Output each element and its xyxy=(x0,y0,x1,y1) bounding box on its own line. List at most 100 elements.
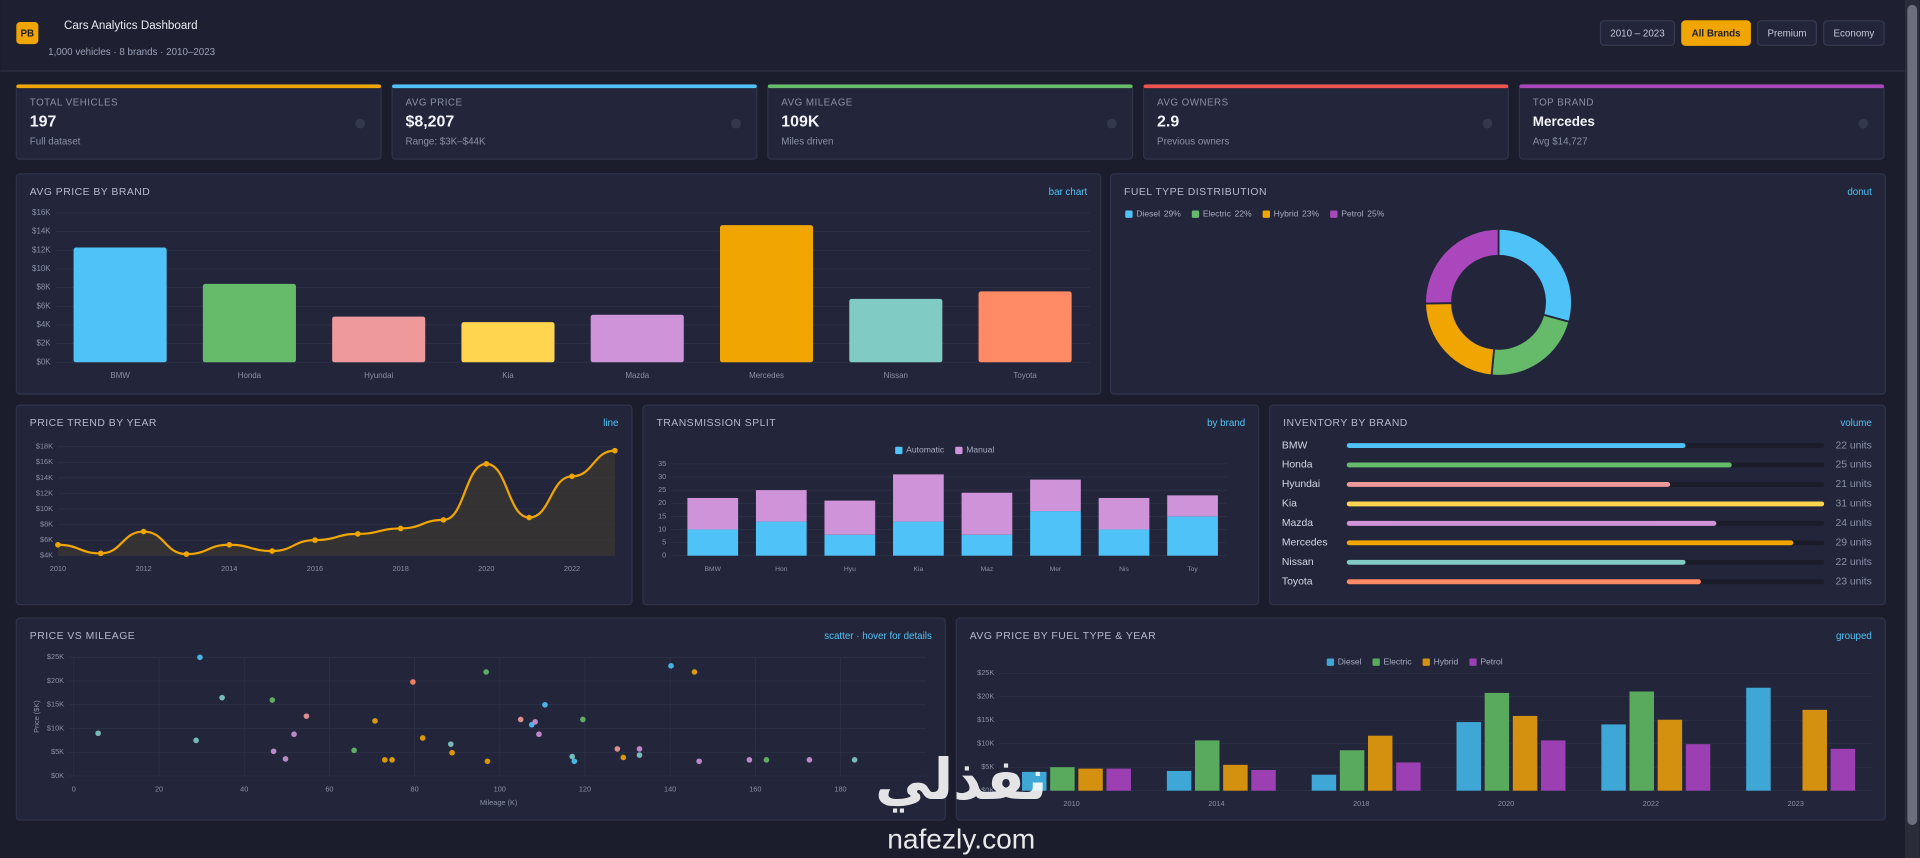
bar xyxy=(1601,724,1626,791)
filter-button-label[interactable]: 2010 – 2023 xyxy=(1610,28,1665,39)
scatter-point[interactable] xyxy=(282,756,289,762)
filter-button-label[interactable]: Premium xyxy=(1767,28,1806,39)
scatter-point[interactable] xyxy=(351,747,357,754)
scatter-point[interactable] xyxy=(381,757,388,763)
legend-swatch xyxy=(1422,658,1430,666)
scatter-point[interactable] xyxy=(372,718,378,724)
scatter-point[interactable] xyxy=(763,757,770,763)
x-tick-label: 2022 xyxy=(564,564,580,573)
scatter-point[interactable] xyxy=(536,731,542,738)
legend-label: Hybrid xyxy=(1274,208,1299,218)
scatter-point[interactable] xyxy=(806,757,813,763)
y-tick-label: $15K xyxy=(47,700,64,709)
scatter-point[interactable] xyxy=(532,719,538,725)
scatter-point[interactable] xyxy=(447,741,454,747)
x-tick-label: Toy xyxy=(1187,566,1198,573)
scatter-point[interactable] xyxy=(449,749,455,756)
line-area xyxy=(57,450,615,556)
scatter-point[interactable] xyxy=(303,713,310,719)
bar xyxy=(1802,709,1827,791)
scatter-point[interactable] xyxy=(219,694,225,701)
filter-button-bg[interactable] xyxy=(1823,20,1885,46)
kpi-icon xyxy=(355,118,366,129)
panel-tag: bar chart xyxy=(1049,187,1088,198)
scatter-point[interactable] xyxy=(636,752,643,758)
scatter-point[interactable] xyxy=(636,746,643,752)
scatter-point[interactable] xyxy=(193,737,199,744)
scatter-point[interactable] xyxy=(484,758,491,765)
legend-swatch xyxy=(1326,658,1335,666)
kpi-note: Miles driven xyxy=(781,137,833,148)
filter-button-label[interactable]: Economy xyxy=(1834,28,1875,39)
x-tick-label: 2018 xyxy=(392,564,408,573)
scatter-point[interactable] xyxy=(197,654,203,661)
x-tick-label: Kia xyxy=(914,566,924,573)
legend-value: 29% xyxy=(1164,208,1182,218)
filter-button-label[interactable]: All Brands xyxy=(1692,28,1741,39)
category-label: Mercedes xyxy=(1282,538,1328,549)
filter-button-bg[interactable] xyxy=(1599,20,1676,46)
x-tick-label: Hyundai xyxy=(364,371,393,380)
line-point xyxy=(526,514,532,521)
x-tick-label: Nissan xyxy=(884,371,908,380)
scatter-point[interactable] xyxy=(614,746,621,752)
line-point xyxy=(569,473,575,480)
bar xyxy=(1106,768,1131,791)
legend-value: 22% xyxy=(1235,208,1253,218)
panel-tag: volume xyxy=(1840,418,1872,429)
x-tick-label: 2012 xyxy=(135,564,151,573)
line-point xyxy=(483,461,490,467)
scatter-point[interactable] xyxy=(851,757,858,763)
bar xyxy=(1346,462,1732,468)
scatter-point[interactable] xyxy=(389,757,395,763)
bar-segment xyxy=(1030,511,1081,556)
y-tick-label: $14K xyxy=(36,473,53,482)
scatter-point[interactable] xyxy=(668,663,674,669)
scatter-point[interactable] xyxy=(419,735,426,741)
bar xyxy=(461,322,555,363)
y-tick-label: $18K xyxy=(36,442,53,451)
bar xyxy=(1251,770,1276,791)
x-tick-label: 2016 xyxy=(307,564,323,573)
legend-label: Automatic xyxy=(906,445,945,455)
filter-button[interactable]: Economy xyxy=(1823,20,1885,46)
scatter-point[interactable] xyxy=(691,669,698,675)
scatter-point[interactable] xyxy=(291,731,297,738)
scatter-point[interactable] xyxy=(410,679,416,685)
scatter-point[interactable] xyxy=(270,748,277,755)
filter-button[interactable]: All Brands xyxy=(1681,20,1751,46)
y-tick-label: $8K xyxy=(36,283,51,292)
panel xyxy=(15,404,633,606)
scatter-point[interactable] xyxy=(95,730,101,737)
value-label: 21 units xyxy=(1835,479,1871,490)
scatter-point[interactable] xyxy=(483,669,489,675)
filter-button-bg[interactable] xyxy=(1681,20,1751,46)
y-tick-label: $20K xyxy=(47,676,64,685)
kpi-note: Full dataset xyxy=(30,137,81,148)
x-tick-label: BMW xyxy=(110,371,130,380)
scatter-point[interactable] xyxy=(580,716,586,723)
value-label: 31 units xyxy=(1835,499,1871,510)
scatter-point[interactable] xyxy=(571,758,578,765)
category-label: BMW xyxy=(1282,440,1308,451)
scatter-point[interactable] xyxy=(620,754,627,761)
filter-button[interactable]: Premium xyxy=(1757,20,1817,46)
bar xyxy=(1746,687,1771,791)
scatter-point[interactable] xyxy=(746,757,753,763)
panel xyxy=(15,617,946,821)
y-tick-label: $6K xyxy=(36,301,51,310)
bar xyxy=(849,298,943,363)
filter-button-bg[interactable] xyxy=(1757,20,1817,46)
y-tick-label: $10K xyxy=(977,739,994,748)
scatter-point[interactable] xyxy=(696,758,702,765)
scatter-point[interactable] xyxy=(569,753,576,760)
filter-button[interactable]: 2010 – 2023 xyxy=(1599,20,1676,46)
bar xyxy=(332,316,426,363)
x-tick-label: 20 xyxy=(155,784,163,793)
scrollbar-thumb[interactable] xyxy=(1907,4,1918,825)
scatter-point[interactable] xyxy=(542,701,548,708)
scatter-point[interactable] xyxy=(269,697,276,703)
scatter-point[interactable] xyxy=(517,716,524,723)
line-point xyxy=(612,447,618,454)
y-tick-label: $0K xyxy=(36,357,51,366)
